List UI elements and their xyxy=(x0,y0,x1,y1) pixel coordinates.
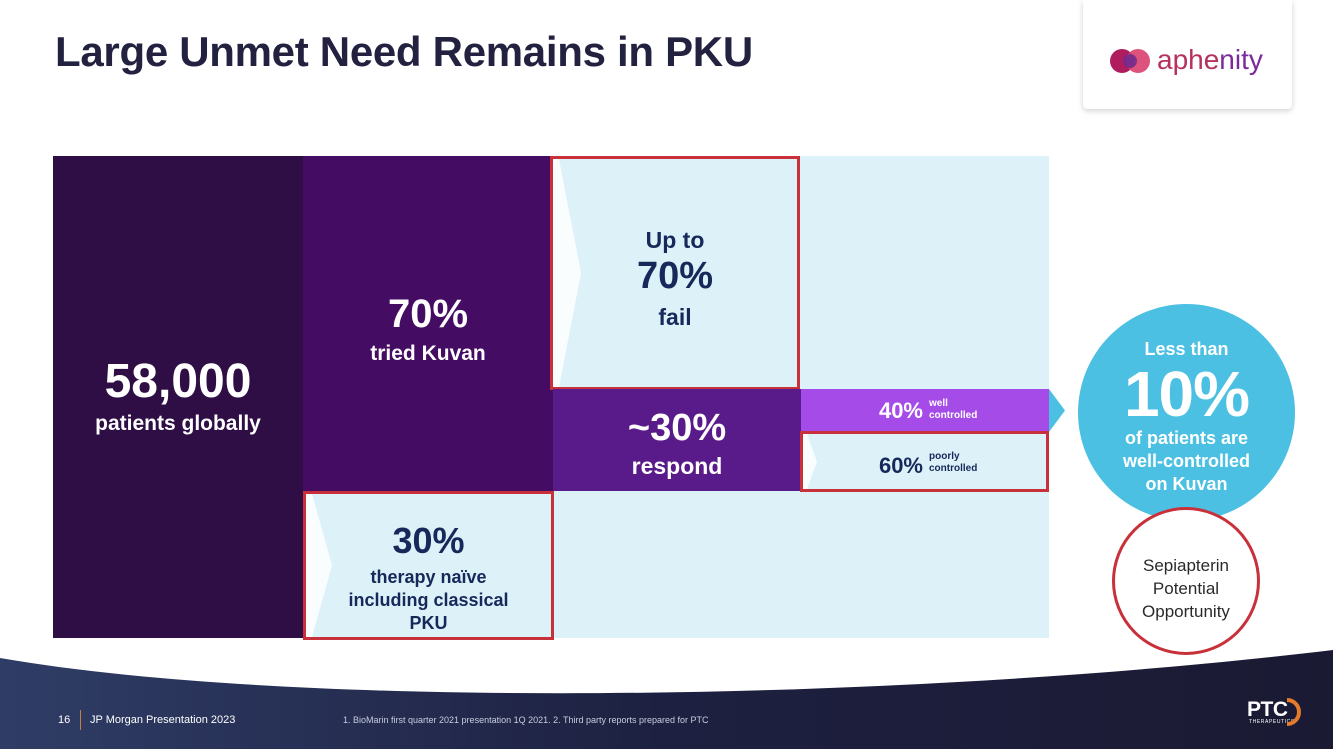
opportunity-line3: Opportunity xyxy=(1142,602,1230,621)
logo-text-part1: aphe xyxy=(1157,44,1220,75)
footnote: 1. BioMarin first quarter 2021 presentat… xyxy=(343,715,709,725)
page-number: 16 xyxy=(58,714,71,726)
arrow-right-icon xyxy=(1049,389,1065,432)
footer-wave xyxy=(0,650,1333,749)
event-name: JP Morgan Presentation 2023 xyxy=(90,714,236,726)
poor-value: 60% xyxy=(878,453,923,478)
chevron-arrow-icon xyxy=(553,159,581,387)
patients-globally-block: 58,000 patients globally xyxy=(53,156,303,638)
ptc-swoosh-icon xyxy=(1286,698,1301,726)
ptc-logo-text: PTC xyxy=(1247,698,1288,721)
opportunity-line2: Potential xyxy=(1152,579,1220,598)
naive-label-line2: including classical xyxy=(348,590,509,610)
highlight-prefix: Less than xyxy=(1144,339,1229,359)
well-label-line1: well xyxy=(929,398,948,409)
aphenity-logo-icon xyxy=(1110,49,1150,73)
highlight-value: 10% xyxy=(1123,358,1250,430)
kuvan-label: tried Kuvan xyxy=(370,342,486,365)
chevron-arrow-icon xyxy=(306,494,332,637)
respond-label: respond xyxy=(631,453,723,479)
well-value: 40% xyxy=(878,398,923,423)
highlight-label-line3: on Kuvan xyxy=(1145,474,1228,494)
fail-block: Up to 70% fail xyxy=(550,156,800,390)
therapy-naive-block: 30% therapy naïve including classical PK… xyxy=(303,491,554,640)
opportunity-line1: Sepiapterin xyxy=(1142,556,1229,575)
respond-block: ~30% respond xyxy=(553,389,801,491)
aphenity-logo: aphenity xyxy=(1083,0,1292,109)
naive-value: 30% xyxy=(392,520,465,561)
poor-label-line2: controlled xyxy=(929,463,978,474)
footer-divider xyxy=(80,710,81,730)
patients-label: patients globally xyxy=(95,412,261,435)
fail-prefix: Up to xyxy=(645,227,705,253)
ptc-logo-subtext: THERAPEUTICS xyxy=(1249,719,1295,725)
opportunity-circle: Sepiapterin Potential Opportunity xyxy=(1112,507,1260,655)
highlight-label-line2: well-controlled xyxy=(1122,451,1250,471)
logo-text-part2: nity xyxy=(1219,44,1263,75)
chevron-arrow-icon xyxy=(803,434,817,489)
naive-label-line3: PKU xyxy=(409,613,448,633)
highlight-label-line1: of patients are xyxy=(1124,428,1249,448)
ptc-logo: PTC THERAPEUTICS xyxy=(1243,698,1309,728)
slide-title: Large Unmet Need Remains in PKU xyxy=(55,28,753,75)
poorly-controlled-block: 60% poorly controlled xyxy=(800,431,1049,492)
fail-value: 70% xyxy=(636,255,714,297)
highlight-circle: Less than 10% of patients are well-contr… xyxy=(1078,304,1295,521)
tried-kuvan-block: 70% tried Kuvan xyxy=(303,156,553,491)
well-label-line2: controlled xyxy=(929,410,978,421)
patients-value: 58,000 xyxy=(104,355,252,408)
naive-label-line1: therapy naïve xyxy=(370,567,487,587)
respond-value: ~30% xyxy=(627,407,727,449)
poor-label-line1: poorly xyxy=(929,451,960,462)
well-controlled-block: 40% well controlled xyxy=(801,389,1049,432)
fail-label: fail xyxy=(658,304,692,330)
kuvan-value: 70% xyxy=(387,292,469,336)
